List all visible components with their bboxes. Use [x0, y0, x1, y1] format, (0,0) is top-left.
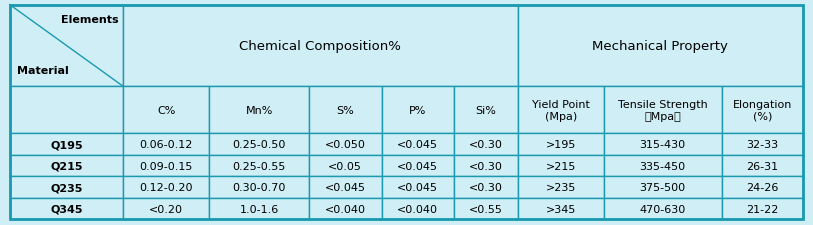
Bar	[454, 198, 518, 219]
Text: <0.05: <0.05	[328, 161, 363, 171]
Text: P%: P%	[409, 105, 427, 115]
Bar	[518, 177, 604, 198]
Bar	[10, 177, 123, 198]
Bar	[10, 6, 123, 87]
Bar	[123, 134, 209, 155]
Text: <0.30: <0.30	[469, 182, 502, 192]
Text: Elements: Elements	[61, 15, 119, 25]
Bar	[123, 6, 518, 87]
Bar	[209, 177, 309, 198]
Bar	[454, 134, 518, 155]
Bar	[381, 177, 454, 198]
Text: Mn%: Mn%	[246, 105, 273, 115]
Bar	[722, 134, 803, 155]
Bar	[604, 198, 722, 219]
Text: 0.09-0.15: 0.09-0.15	[140, 161, 193, 171]
Bar	[518, 198, 604, 219]
Text: Tensile Strength
（Mpa）: Tensile Strength （Mpa）	[618, 100, 707, 121]
Bar	[123, 87, 209, 134]
Text: >215: >215	[546, 161, 576, 171]
Text: 0.06-0.12: 0.06-0.12	[140, 140, 193, 150]
Bar	[518, 134, 604, 155]
Bar	[381, 155, 454, 177]
Text: <0.045: <0.045	[398, 140, 438, 150]
Text: <0.045: <0.045	[398, 161, 438, 171]
Bar	[309, 87, 381, 134]
Bar	[381, 87, 454, 134]
Bar	[209, 198, 309, 219]
Text: 0.25-0.50: 0.25-0.50	[233, 140, 286, 150]
Text: Q215: Q215	[50, 161, 83, 171]
Bar	[604, 134, 722, 155]
Text: 0.12-0.20: 0.12-0.20	[140, 182, 193, 192]
Text: C%: C%	[157, 105, 176, 115]
Bar	[454, 177, 518, 198]
Bar	[309, 198, 381, 219]
Text: >345: >345	[546, 204, 576, 214]
Bar	[381, 134, 454, 155]
Text: 335-450: 335-450	[640, 161, 685, 171]
Bar	[722, 87, 803, 134]
Text: 24-26: 24-26	[746, 182, 779, 192]
Text: Q235: Q235	[50, 182, 83, 192]
Bar	[123, 177, 209, 198]
Bar	[518, 87, 604, 134]
Text: 21-22: 21-22	[746, 204, 779, 214]
Text: <0.040: <0.040	[324, 204, 366, 214]
Text: <0.040: <0.040	[398, 204, 438, 214]
Bar	[381, 198, 454, 219]
Bar	[10, 155, 123, 177]
Bar	[518, 155, 604, 177]
Bar	[309, 134, 381, 155]
Bar	[604, 87, 722, 134]
Text: 375-500: 375-500	[640, 182, 685, 192]
Bar	[123, 155, 209, 177]
Text: 32-33: 32-33	[746, 140, 779, 150]
Bar	[454, 87, 518, 134]
Text: 315-430: 315-430	[640, 140, 685, 150]
Bar	[604, 177, 722, 198]
Text: S%: S%	[337, 105, 354, 115]
Text: Mechanical Property: Mechanical Property	[593, 40, 728, 53]
Text: <0.045: <0.045	[398, 182, 438, 192]
Bar	[123, 198, 209, 219]
Text: >195: >195	[546, 140, 576, 150]
Text: Yield Point
(Mpa): Yield Point (Mpa)	[532, 100, 589, 121]
Text: Si%: Si%	[476, 105, 496, 115]
Bar	[209, 87, 309, 134]
Bar	[309, 155, 381, 177]
Bar	[518, 6, 803, 87]
Bar	[454, 155, 518, 177]
Text: Material: Material	[16, 65, 68, 75]
Text: 470-630: 470-630	[640, 204, 686, 214]
Bar	[209, 134, 309, 155]
Text: 0.30-0.70: 0.30-0.70	[233, 182, 286, 192]
Text: Elongation
(%): Elongation (%)	[733, 100, 792, 121]
Bar	[722, 155, 803, 177]
Text: <0.050: <0.050	[325, 140, 366, 150]
Bar	[10, 198, 123, 219]
Bar	[722, 198, 803, 219]
Text: <0.045: <0.045	[324, 182, 366, 192]
Text: Q195: Q195	[50, 140, 83, 150]
Bar	[10, 134, 123, 155]
Text: Q345: Q345	[50, 204, 83, 214]
Text: >235: >235	[546, 182, 576, 192]
Bar	[209, 155, 309, 177]
Text: Chemical Composition%: Chemical Composition%	[239, 40, 402, 53]
Bar	[10, 87, 123, 134]
Text: 26-31: 26-31	[746, 161, 779, 171]
Bar	[604, 155, 722, 177]
Text: 0.25-0.55: 0.25-0.55	[233, 161, 286, 171]
Bar	[309, 177, 381, 198]
Text: <0.55: <0.55	[469, 204, 502, 214]
Text: <0.20: <0.20	[150, 204, 183, 214]
Text: <0.30: <0.30	[469, 161, 502, 171]
Text: 1.0-1.6: 1.0-1.6	[240, 204, 279, 214]
Text: <0.30: <0.30	[469, 140, 502, 150]
Bar	[722, 177, 803, 198]
